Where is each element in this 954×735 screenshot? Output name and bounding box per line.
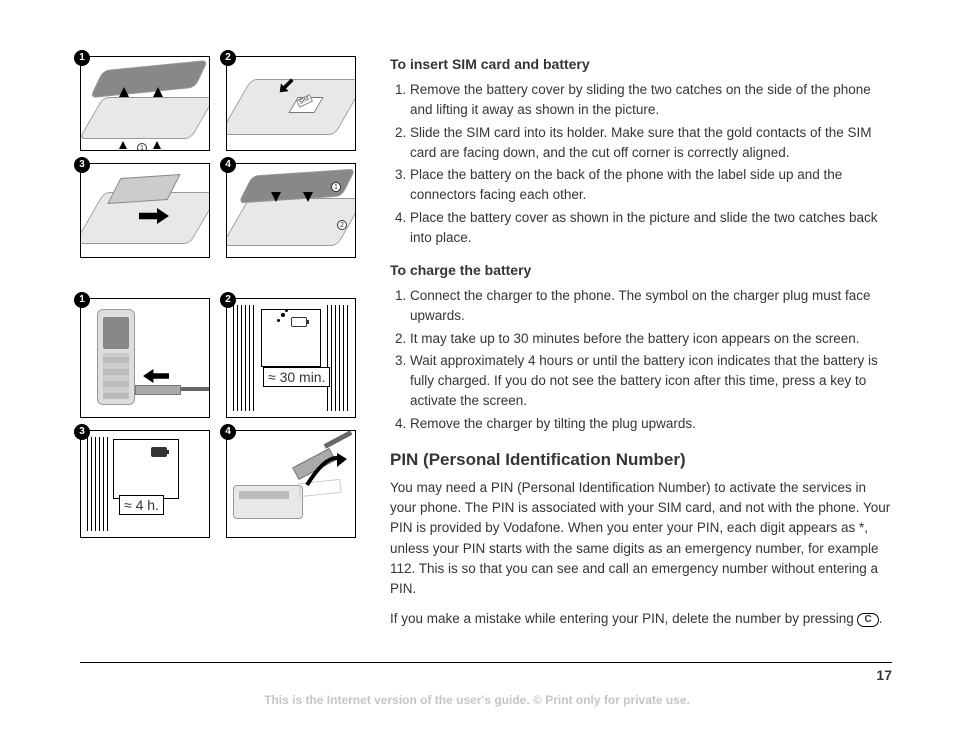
battery-icon xyxy=(291,317,307,327)
time-4h: ≈ 4 h. xyxy=(119,495,164,515)
diagram-4: 4 1 2 xyxy=(226,163,360,258)
diagram-3: 3 xyxy=(80,163,214,258)
c-key-icon: C xyxy=(857,613,878,627)
insert-steps: Remove the battery cover by sliding the … xyxy=(390,80,894,248)
heading-charge: To charge the battery xyxy=(390,262,894,278)
pin-paragraph-1: You may need a PIN (Personal Identificat… xyxy=(390,478,894,600)
charge-diagram-3: 3 ≈ 4 h. xyxy=(80,430,214,538)
battery-icon-full xyxy=(151,447,167,457)
charge-badge-1: 1 xyxy=(74,292,90,308)
charge-diagrams: 1 2 xyxy=(80,298,360,538)
step-badge-3: 3 xyxy=(74,157,90,173)
charge-badge-2: 2 xyxy=(220,292,236,308)
sub-marker-2: 2 xyxy=(337,220,347,230)
pin-p2-pre: If you make a mistake while entering you… xyxy=(390,611,857,626)
list-item: Slide the SIM card into its holder. Make… xyxy=(410,123,894,164)
footer-text: This is the Internet version of the user… xyxy=(0,693,954,707)
step-badge-4: 4 xyxy=(220,157,236,173)
list-item: Wait approximately 4 hours or until the … xyxy=(410,351,894,412)
charge-diagram-4: 4 xyxy=(226,430,360,538)
heading-insert: To insert SIM card and battery xyxy=(390,56,894,72)
list-item: Place the battery on the back of the pho… xyxy=(410,165,894,206)
list-item: It may take up to 30 minutes before the … xyxy=(410,329,894,349)
diagram-2: 2 SIM xyxy=(226,56,360,151)
charge-badge-3: 3 xyxy=(74,424,90,440)
illustration-column: 1 1 2 SIM xyxy=(80,56,360,640)
list-item: Place the battery cover as shown in the … xyxy=(410,208,894,249)
footer-rule xyxy=(80,662,892,663)
page-number: 17 xyxy=(876,667,892,683)
list-item: Remove the charger by tilting the plug u… xyxy=(410,414,894,434)
heading-pin: PIN (Personal Identification Number) xyxy=(390,450,894,470)
charge-steps: Connect the charger to the phone. The sy… xyxy=(390,286,894,434)
charge-badge-4: 4 xyxy=(220,424,236,440)
tilt-arrow-icon xyxy=(297,445,347,495)
pin-paragraph-2: If you make a mistake while entering you… xyxy=(390,609,894,629)
sub-marker-1b: 1 xyxy=(331,182,341,192)
charge-diagram-2: 2 ≈ 30 min. xyxy=(226,298,360,418)
sim-battery-diagrams: 1 1 2 SIM xyxy=(80,56,360,258)
step-badge-1: 1 xyxy=(74,50,90,66)
diagram-1: 1 1 xyxy=(80,56,214,151)
step-badge-2: 2 xyxy=(220,50,236,66)
pin-p2-post: . xyxy=(879,611,883,626)
text-column: To insert SIM card and battery Remove th… xyxy=(390,56,894,640)
list-item: Remove the battery cover by sliding the … xyxy=(410,80,894,121)
charge-diagram-1: 1 xyxy=(80,298,214,418)
list-item: Connect the charger to the phone. The sy… xyxy=(410,286,894,327)
sub-marker-1: 1 xyxy=(137,143,147,151)
time-30min: ≈ 30 min. xyxy=(263,367,330,387)
